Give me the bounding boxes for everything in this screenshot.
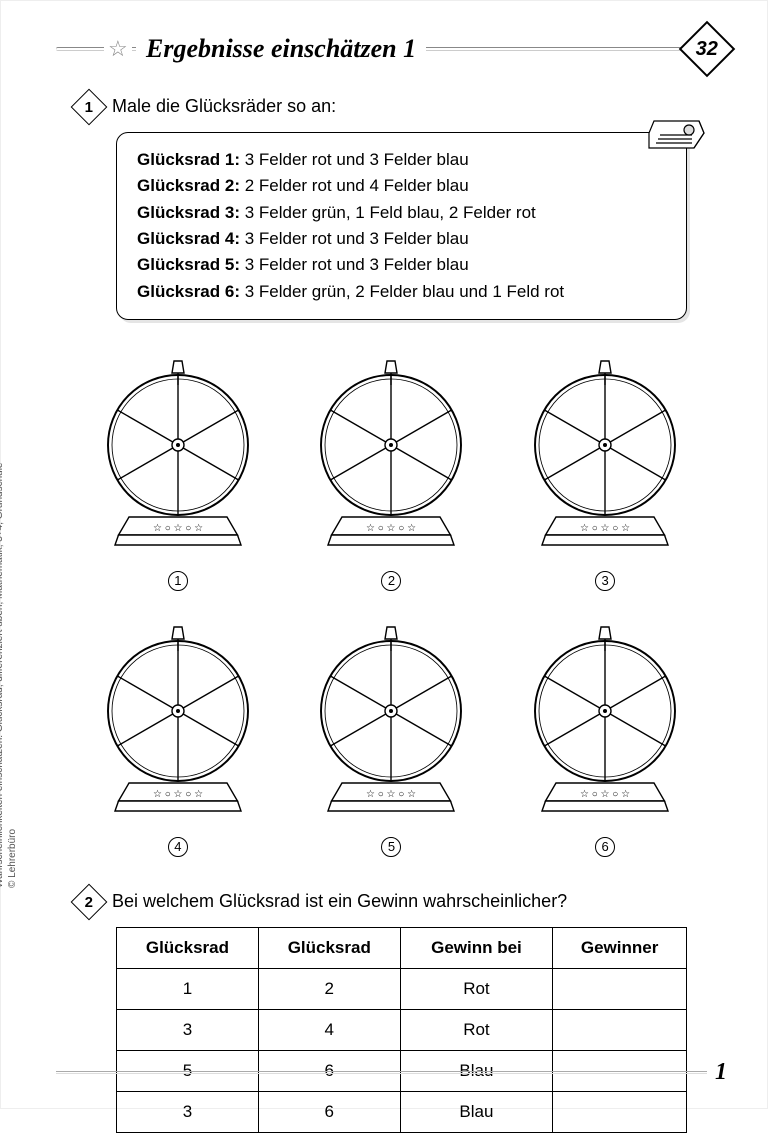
instruction-row: Glücksrad 5: 3 Felder rot und 3 Felder b… <box>137 252 666 278</box>
instruction-text: 3 Felder rot und 3 Felder blau <box>240 150 469 169</box>
page-title: Ergebnisse einschätzen 1 <box>136 34 426 64</box>
instruction-text: 3 Felder grün, 1 Feld blau, 2 Felder rot <box>240 203 536 222</box>
wheel-number-label: 3 <box>595 571 615 591</box>
table-cell: 1 <box>117 969 259 1010</box>
wheel-cell: ☆ ○ ☆ ○ ☆ 3 <box>513 350 697 591</box>
task-1-prompt: Male die Glücksräder so an: <box>112 92 336 117</box>
instruction-label: Glücksrad 6: <box>137 282 240 301</box>
svg-text:☆ ○ ☆ ○ ☆: ☆ ○ ☆ ○ ☆ <box>580 789 630 800</box>
table-cell <box>553 1092 687 1133</box>
svg-text:☆ ○ ☆ ○ ☆: ☆ ○ ☆ ○ ☆ <box>580 523 630 534</box>
wheel-number-label: 1 <box>168 571 188 591</box>
wheel-number-label: 6 <box>595 837 615 857</box>
svg-text:☆ ○ ☆ ○ ☆: ☆ ○ ☆ ○ ☆ <box>153 523 203 534</box>
svg-text:☆ ○ ☆ ○ ☆: ☆ ○ ☆ ○ ☆ <box>153 789 203 800</box>
instruction-text: 3 Felder grün, 2 Felder blau und 1 Feld … <box>240 282 564 301</box>
sidebar-line-2: © Lehrerbüro <box>7 829 18 888</box>
table-cell: 2 <box>258 969 400 1010</box>
table-body: 1 2 Rot 3 4 Rot 5 6 Blau 3 6 Blau <box>117 969 687 1133</box>
table-header: Glücksrad <box>258 928 400 969</box>
footer-page-number: 1 <box>715 1059 727 1086</box>
page-badge-number: 32 <box>696 38 718 61</box>
pencil-box-icon <box>644 113 714 171</box>
instruction-label: Glücksrad 5: <box>137 255 240 274</box>
sidebar-credit: Wahrscheinlichkeiten einschätzen: Glücks… <box>0 463 19 889</box>
instruction-row: Glücksrad 1: 3 Felder rot und 3 Felder b… <box>137 147 666 173</box>
wheel-cell: ☆ ○ ☆ ○ ☆ 5 <box>300 616 484 857</box>
table-header: Gewinner <box>553 928 687 969</box>
wheel-cell: ☆ ○ ☆ ○ ☆ 4 <box>86 616 270 857</box>
table-header-row: Glücksrad Glücksrad Gewinn bei Gewinner <box>117 928 687 969</box>
wheel-number-label: 4 <box>168 837 188 857</box>
table-cell: 3 <box>117 1010 259 1051</box>
instruction-text: 2 Felder rot und 4 Felder blau <box>240 176 469 195</box>
sidebar-line-1: Wahrscheinlichkeiten einschätzen: Glücks… <box>0 463 5 889</box>
table-cell: Rot <box>400 1010 553 1051</box>
svg-text:☆ ○ ☆ ○ ☆: ☆ ○ ☆ ○ ☆ <box>366 523 416 534</box>
wheel-cell: ☆ ○ ☆ ○ ☆ 6 <box>513 616 697 857</box>
instruction-row: Glücksrad 6: 3 Felder grün, 2 Felder bla… <box>137 279 666 305</box>
task-1-header: 1 Male die Glücksräder so an: <box>76 92 727 120</box>
instruction-label: Glücksrad 3: <box>137 203 240 222</box>
instruction-label: Glücksrad 1: <box>137 150 240 169</box>
wheel-number-label: 2 <box>381 571 401 591</box>
task-1-number: 1 <box>85 99 93 116</box>
table-cell <box>553 969 687 1010</box>
instruction-row: Glücksrad 2: 2 Felder rot und 4 Felder b… <box>137 173 666 199</box>
table-header: Glücksrad <box>117 928 259 969</box>
wheel-cell: ☆ ○ ☆ ○ ☆ 2 <box>300 350 484 591</box>
task-number-diamond: 1 <box>71 89 108 126</box>
table-row: 3 4 Rot <box>117 1010 687 1051</box>
instruction-box: Glücksrad 1: 3 Felder rot und 3 Felder b… <box>116 132 687 320</box>
instruction-row: Glücksrad 3: 3 Felder grün, 1 Feld blau,… <box>137 200 666 226</box>
task-2-header: 2 Bei welchem Glücksrad ist ein Gewinn w… <box>76 887 727 915</box>
table-cell: Blau <box>400 1092 553 1133</box>
wheel-cell: ☆ ○ ☆ ○ ☆ 1 <box>86 350 270 591</box>
table-cell: 3 <box>117 1092 259 1133</box>
table-header: Gewinn bei <box>400 928 553 969</box>
star-icon: ☆ <box>104 36 132 62</box>
probability-table: Glücksrad Glücksrad Gewinn bei Gewinner … <box>116 927 687 1133</box>
worksheet-page: ☆ Ergebnisse einschätzen 1 32 1 Male die… <box>0 0 768 1109</box>
table-row: 1 2 Rot <box>117 969 687 1010</box>
svg-text:☆ ○ ☆ ○ ☆: ☆ ○ ☆ ○ ☆ <box>366 789 416 800</box>
table-row: 3 6 Blau <box>117 1092 687 1133</box>
instruction-row: Glücksrad 4: 3 Felder rot und 3 Felder b… <box>137 226 666 252</box>
instruction-label: Glücksrad 4: <box>137 229 240 248</box>
instruction-text: 3 Felder rot und 3 Felder blau <box>240 229 469 248</box>
page-badge: 32 <box>679 21 736 78</box>
instruction-text: 3 Felder rot und 3 Felder blau <box>240 255 469 274</box>
instruction-label: Glücksrad 2: <box>137 176 240 195</box>
table-cell: 4 <box>258 1010 400 1051</box>
table-cell: 6 <box>258 1092 400 1133</box>
task-2-prompt: Bei welchem Glücksrad ist ein Gewinn wah… <box>112 887 567 912</box>
table-cell <box>553 1010 687 1051</box>
wheels-grid: ☆ ○ ☆ ○ ☆ 1 ☆ ○ ☆ ○ ☆ 2 ☆ ○ ☆ ○ ☆ 3 ☆ <box>86 350 697 857</box>
footer-line <box>56 1071 707 1074</box>
header-banner: ☆ Ergebnisse einschätzen 1 32 <box>56 31 727 67</box>
task-number-diamond: 2 <box>71 884 108 921</box>
wheel-number-label: 5 <box>381 837 401 857</box>
task-2-number: 2 <box>85 894 93 911</box>
table-cell: Rot <box>400 969 553 1010</box>
